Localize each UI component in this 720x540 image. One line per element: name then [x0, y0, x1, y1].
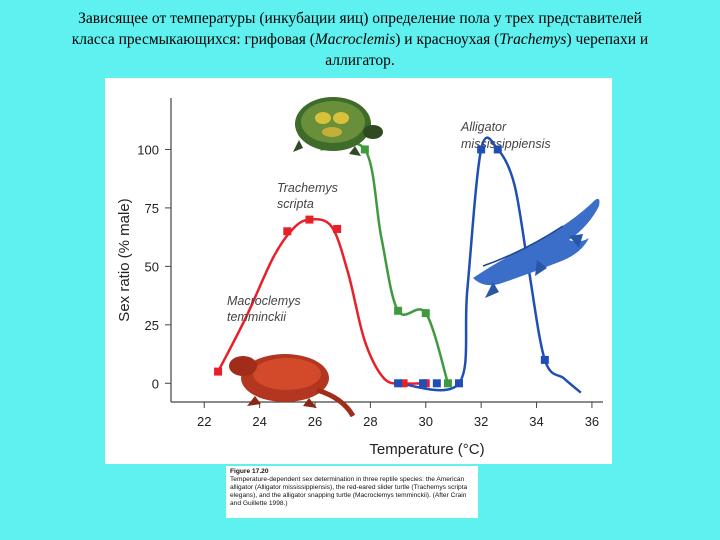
- slide-title-part-3: Trachemys: [499, 31, 567, 48]
- species-label-alligator-line2: mississippiensis: [461, 137, 551, 151]
- data-point-series-2: [419, 379, 427, 388]
- caption-figure-label: Figure 17.20: [230, 468, 269, 475]
- data-point-series-0: [305, 215, 314, 224]
- x-tick-label: 24: [252, 414, 266, 429]
- data-point-series-2: [540, 355, 549, 364]
- x-tick-label: 32: [474, 414, 488, 429]
- y-tick-label: 0: [152, 376, 159, 391]
- series-line-2: [397, 136, 582, 394]
- species-label-alligator-line1: Alligator: [460, 120, 507, 134]
- slide-title-part-2: ) и красноухая (: [395, 31, 500, 48]
- x-tick-label: 22: [197, 414, 211, 429]
- species-label-trachemys-line1: Trachemys: [277, 181, 338, 195]
- slide-title-part-1: Macroclemis: [314, 31, 396, 48]
- species-label-trachemys-line2: scripta: [277, 197, 314, 211]
- trachemys-turtle-icon: [293, 97, 383, 156]
- caption-text: Temperature-dependent sex determination …: [230, 476, 468, 507]
- data-point-series-1: [360, 145, 369, 154]
- x-tick-label: 26: [308, 414, 322, 429]
- data-point-series-2: [493, 145, 502, 154]
- y-tick-label: 50: [145, 259, 159, 274]
- macroclemys-turtle-icon: [229, 354, 356, 418]
- x-tick-label: 34: [529, 414, 543, 429]
- slide-title-part-4: ) черепахи и аллигатор.: [325, 31, 649, 69]
- data-point-series-0: [283, 227, 292, 236]
- species-label-macroclemys-line1: Macroclemys: [227, 294, 301, 308]
- data-point-series-1: [421, 309, 430, 318]
- alligator-icon: [473, 198, 600, 298]
- species-label-macroclemys-line2: temminckii: [227, 310, 287, 324]
- slide-title-part-0: Зависящее от температуры (инкубации яиц)…: [71, 10, 642, 48]
- data-point-series-2: [394, 379, 403, 388]
- y-axis-title: Sex ratio (% male): [116, 198, 133, 321]
- data-point-series-2: [477, 145, 486, 154]
- data-point-series-0: [214, 367, 223, 376]
- y-tick-label: 100: [137, 142, 159, 157]
- y-tick-label: 25: [145, 318, 159, 333]
- data-point-series-1: [394, 306, 403, 315]
- series-line-1: [320, 141, 450, 384]
- data-point-series-0: [333, 224, 342, 233]
- x-tick-label: 30: [419, 414, 433, 429]
- data-point-series-2: [432, 379, 441, 388]
- data-point-series-0: [399, 379, 408, 388]
- data-point-series-2: [455, 379, 463, 388]
- x-tick-label: 28: [363, 414, 377, 429]
- data-point-series-1: [443, 379, 452, 388]
- figure-panel: 22 24 26 28 30 32 34 36 0 25 50 75 100: [105, 78, 612, 464]
- series-line-0: [216, 218, 426, 385]
- x-axis-title: Temperature (°C): [369, 441, 484, 458]
- figure-caption: Figure 17.20 Temperature-dependent sex d…: [226, 466, 478, 518]
- x-tick-label: 36: [585, 414, 599, 429]
- y-tick-label: 75: [145, 201, 159, 216]
- sex-ratio-chart: 22 24 26 28 30 32 34 36 0 25 50 75 100: [116, 97, 603, 458]
- slide-title: Зависящее от температуры (инкубации яиц)…: [60, 8, 660, 71]
